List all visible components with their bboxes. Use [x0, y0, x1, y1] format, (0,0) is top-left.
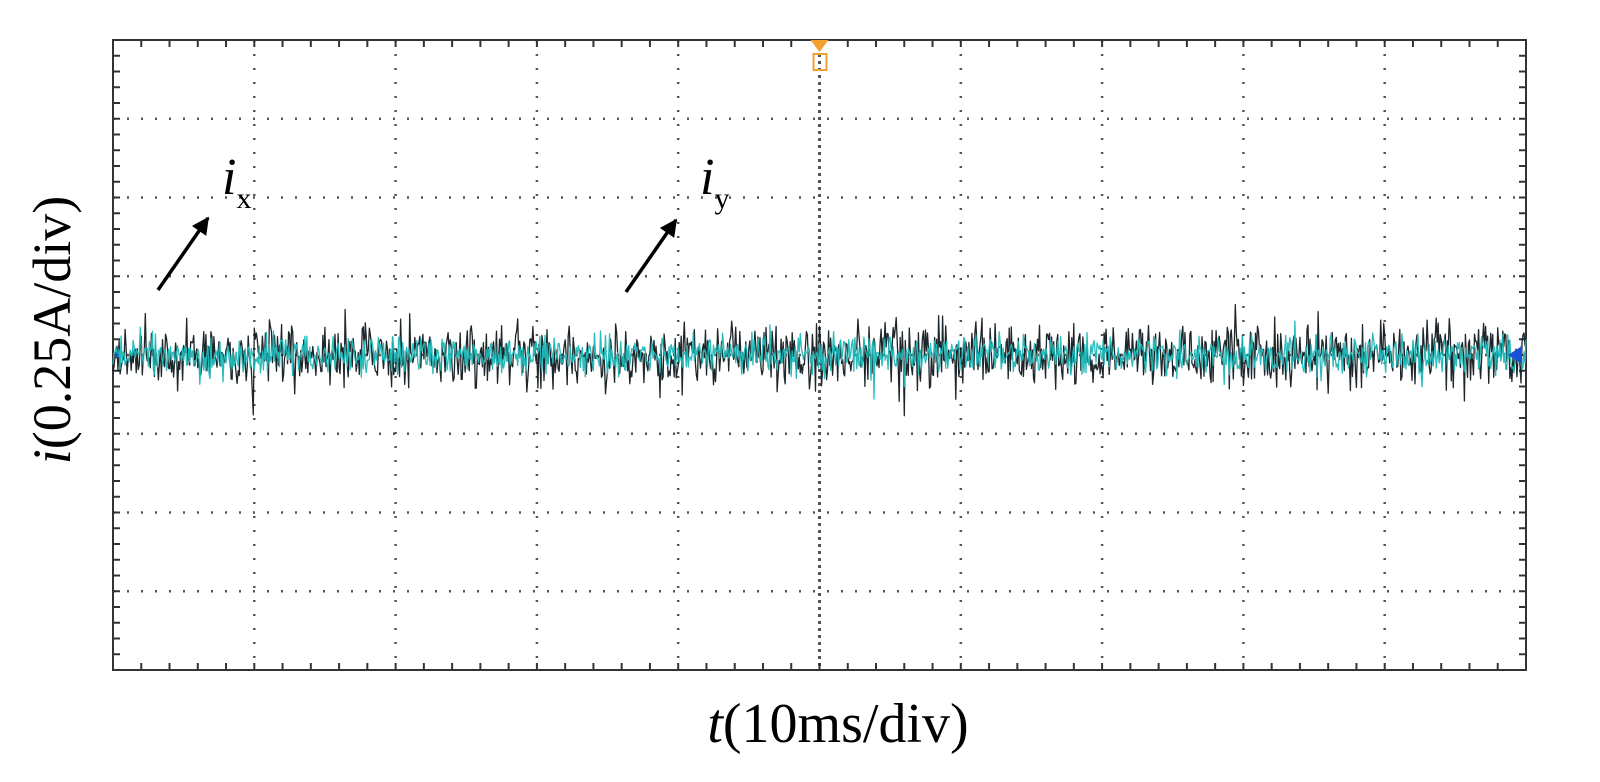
- annotation-ix: ix: [156, 149, 251, 291]
- trace-ix: [112, 303, 1527, 417]
- traces: [112, 303, 1527, 417]
- annotation-ix-label: ix: [222, 149, 251, 215]
- tick-marks: [112, 39, 1527, 671]
- markers: [115, 40, 1522, 364]
- trigger-marker: [810, 40, 829, 52]
- annotation-iy-label: iy: [700, 149, 729, 215]
- y-axis-label: i(0.25A/div): [22, 196, 82, 464]
- annotation-ix-arrow: [156, 216, 210, 291]
- grid: [113, 40, 1526, 670]
- trace-iy: [112, 320, 1527, 400]
- annotation-iy: iy: [624, 149, 729, 293]
- ground-level-marker: [1508, 346, 1522, 364]
- annotation-iy-arrow: [624, 218, 678, 293]
- left-level-marker: [115, 352, 119, 358]
- trigger-level-icon: [812, 53, 828, 71]
- x-axis-label: t(10ms/div): [707, 693, 968, 755]
